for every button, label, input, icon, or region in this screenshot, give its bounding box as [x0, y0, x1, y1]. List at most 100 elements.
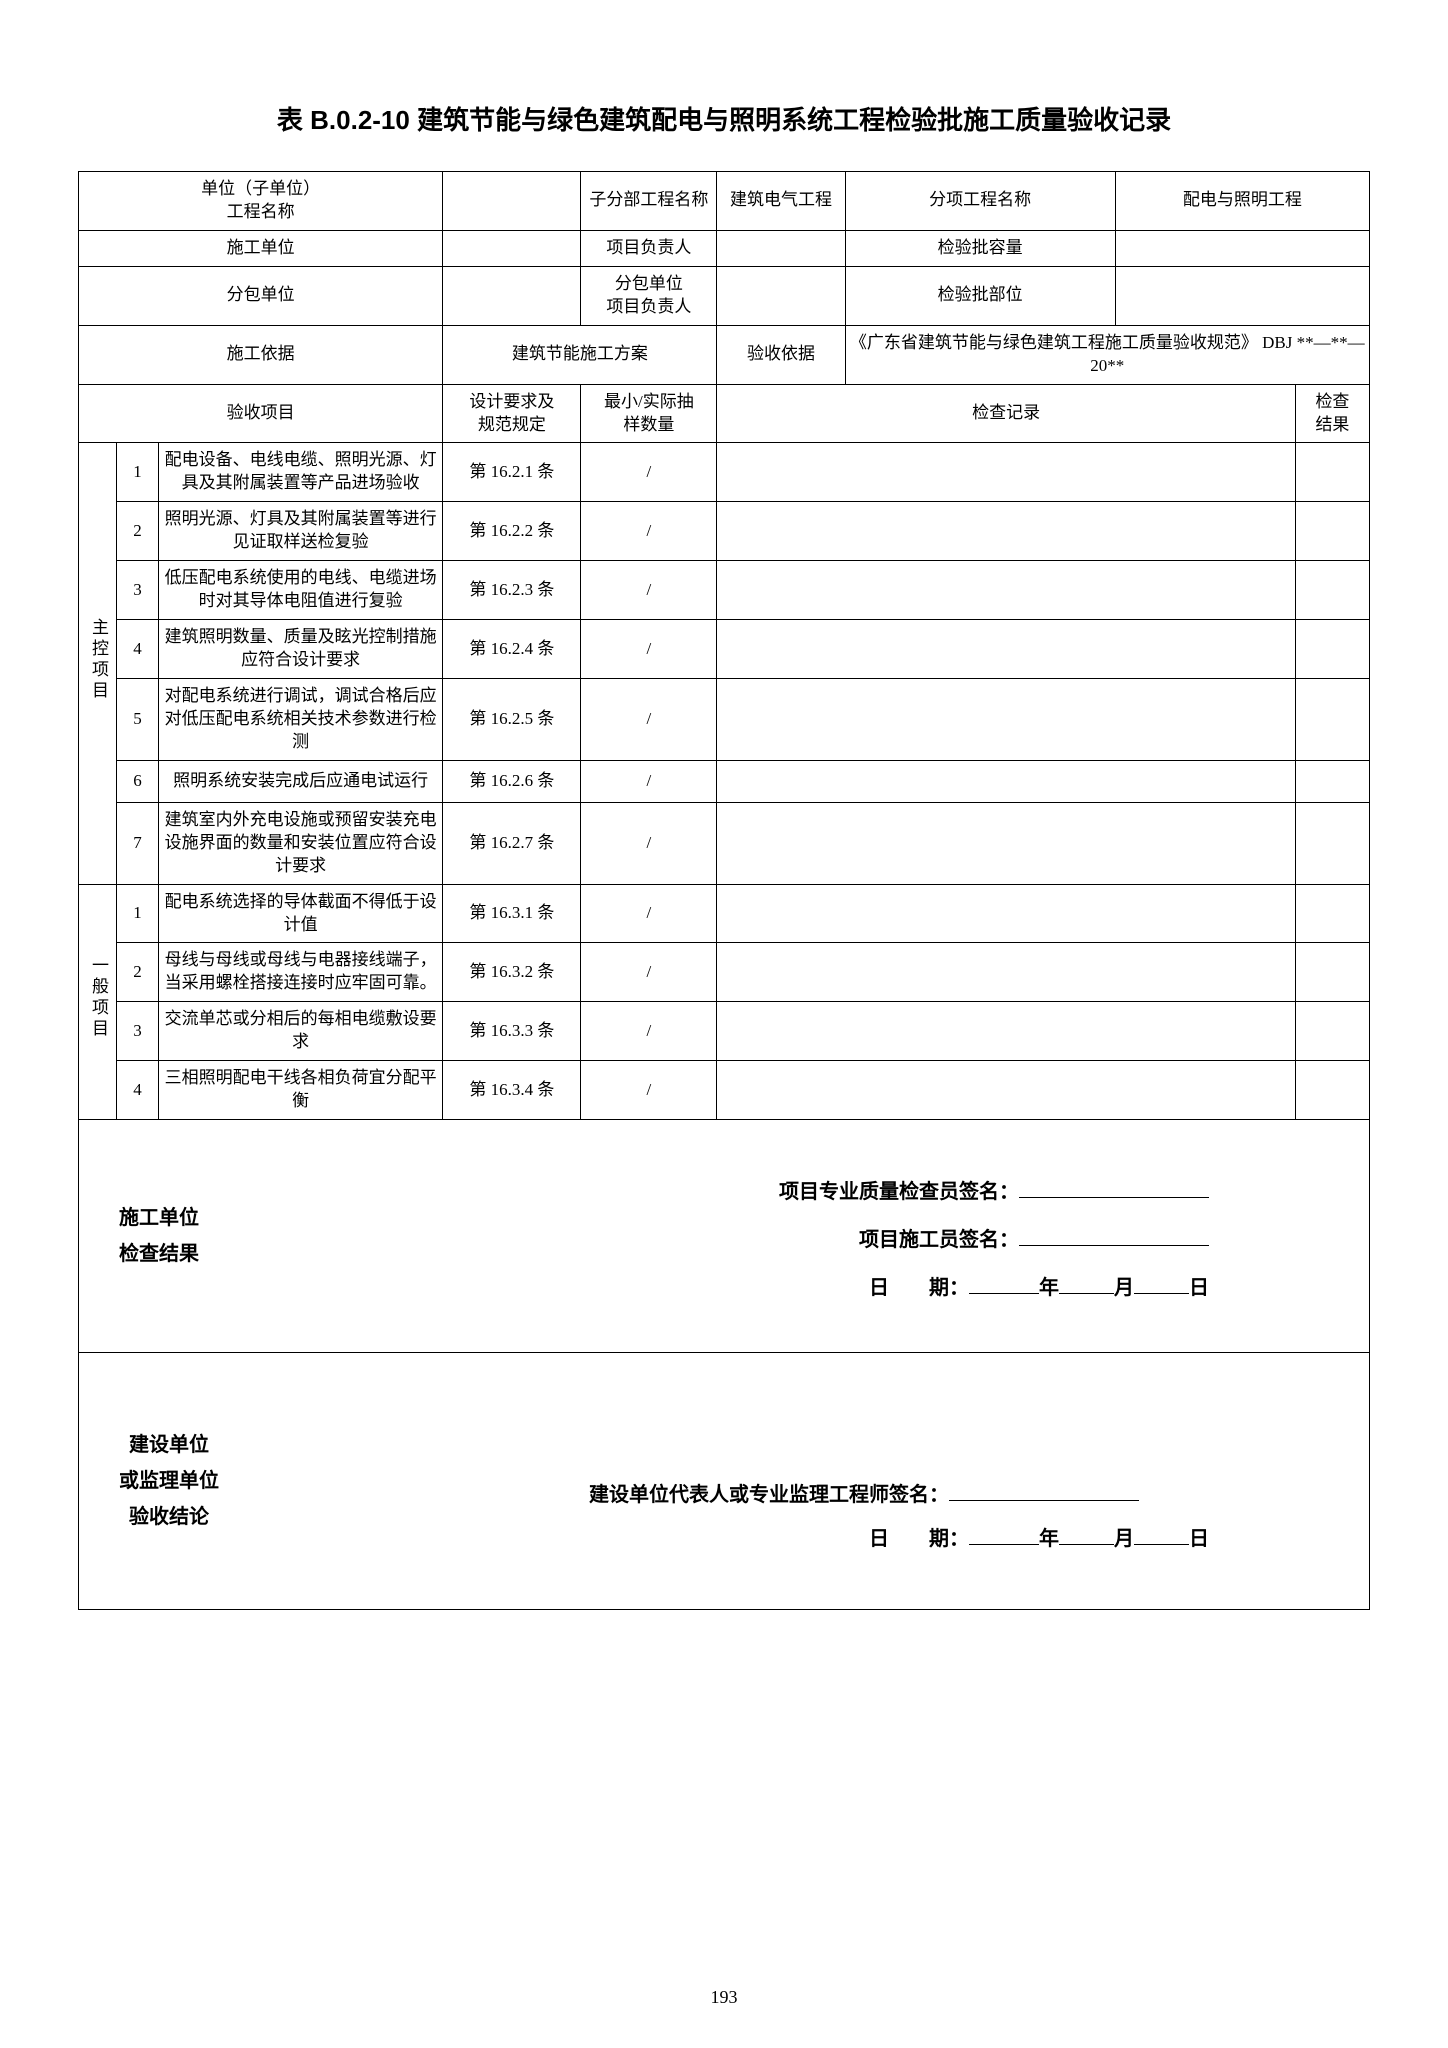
item-record — [717, 502, 1295, 561]
header-row-3: 分包单位 分包单位 项目负责人 检验批部位 — [79, 266, 1370, 325]
month-line — [1059, 1544, 1114, 1545]
item-sample: / — [581, 620, 717, 679]
item-ref: 第 16.2.4 条 — [443, 620, 581, 679]
general-item-row: 4 三相照明配电干线各相负荷宜分配平衡 第 16.3.4 条 / — [79, 1061, 1370, 1120]
item-no: 1 — [117, 884, 159, 943]
day-line — [1134, 1544, 1189, 1545]
construction-check-row: 施工单位 检查结果 项目专业质量检查员签名： 项目施工员签名： 日 期：年月日 — [79, 1120, 1370, 1353]
owner-signature-block: 建设单位 或监理单位 验收结论 建设单位代表人或专业监理工程师签名： 日 期： 年… — [79, 1353, 1369, 1609]
col-check-record: 检查记录 — [717, 384, 1295, 443]
item-result — [1295, 802, 1369, 884]
item-result — [1295, 760, 1369, 802]
item-record — [717, 1061, 1295, 1120]
item-desc: 照明系统安装完成后应通电试运行 — [159, 760, 443, 802]
subcontractor-label: 分包单位 — [79, 266, 443, 325]
main-item-row: 6 照明系统安装完成后应通电试运行 第 16.2.6 条 / — [79, 760, 1370, 802]
item-record — [717, 678, 1295, 760]
item-record — [717, 943, 1295, 1002]
constructor-label: 项目施工员签名： — [859, 1229, 1019, 1251]
item-result — [1295, 502, 1369, 561]
item-ref: 第 16.2.6 条 — [443, 760, 581, 802]
item-ref: 第 16.2.1 条 — [443, 443, 581, 502]
page-number: 193 — [0, 1987, 1448, 2008]
general-group-label: 一般项目 — [79, 884, 117, 1120]
item-no: 7 — [117, 802, 159, 884]
batch-capacity-label: 检验批容量 — [845, 230, 1115, 266]
item-record — [717, 620, 1295, 679]
acceptance-basis-value: 《广东省建筑节能与绿色建筑工程施工质量验收规范》 DBJ **—**—20** — [845, 325, 1369, 384]
item-sample: / — [581, 502, 717, 561]
owner-conclusion-row: 建设单位 或监理单位 验收结论 建设单位代表人或专业监理工程师签名： 日 期： 年… — [79, 1353, 1370, 1610]
item-project-label: 分项工程名称 — [845, 172, 1115, 231]
item-sample: / — [581, 1061, 717, 1120]
subcontractor-leader-label: 分包单位 项目负责人 — [581, 266, 717, 325]
item-record — [717, 760, 1295, 802]
inspection-table: 单位（子单位） 工程名称 子分部工程名称 建筑电气工程 分项工程名称 配电与照明… — [78, 171, 1370, 1610]
item-sample: / — [581, 561, 717, 620]
item-ref: 第 16.3.3 条 — [443, 1002, 581, 1061]
project-leader-value — [717, 230, 845, 266]
month-line — [1059, 1293, 1114, 1294]
year-line — [969, 1293, 1039, 1294]
main-item-row: 5 对配电系统进行调试，调试合格后应对低压配电系统相关技术参数进行检测 第 16… — [79, 678, 1370, 760]
item-record — [717, 443, 1295, 502]
batch-location-label: 检验批部位 — [845, 266, 1115, 325]
item-sample: / — [581, 760, 717, 802]
year-label: 年 — [1039, 1528, 1059, 1550]
header-row-1: 单位（子单位） 工程名称 子分部工程名称 建筑电气工程 分项工程名称 配电与照明… — [79, 172, 1370, 231]
item-project-value: 配电与照明工程 — [1115, 172, 1369, 231]
item-no: 2 — [117, 943, 159, 1002]
item-desc: 交流单芯或分相后的每相电缆敷设要求 — [159, 1002, 443, 1061]
batch-location-value — [1115, 266, 1369, 325]
date-label: 日 期： — [869, 1528, 969, 1550]
item-desc: 配电系统选择的导体截面不得低于设计值 — [159, 884, 443, 943]
item-desc: 低压配电系统使用的电线、电缆进场时对其导体电阻值进行复验 — [159, 561, 443, 620]
item-desc: 照明光源、灯具及其附属装置等进行见证取样送检复验 — [159, 502, 443, 561]
item-desc: 建筑照明数量、质量及眩光控制措施应符合设计要求 — [159, 620, 443, 679]
signature-line — [1019, 1197, 1209, 1198]
column-header-row: 验收项目 设计要求及 规范规定 最小/实际抽 样数量 检查记录 检查 结果 — [79, 384, 1370, 443]
quality-inspector-label: 项目专业质量检查员签名： — [779, 1181, 1019, 1203]
item-ref: 第 16.3.4 条 — [443, 1061, 581, 1120]
item-result — [1295, 884, 1369, 943]
unit-name-label: 单位（子单位） 工程名称 — [79, 172, 443, 231]
item-record — [717, 1002, 1295, 1061]
item-sample: / — [581, 1002, 717, 1061]
item-no: 4 — [117, 1061, 159, 1120]
month-label: 月 — [1114, 1277, 1134, 1299]
item-ref: 第 16.2.7 条 — [443, 802, 581, 884]
main-item-row: 3 低压配电系统使用的电线、电缆进场时对其导体电阻值进行复验 第 16.2.3 … — [79, 561, 1370, 620]
item-record — [717, 561, 1295, 620]
acceptance-basis-label: 验收依据 — [717, 325, 845, 384]
item-no: 6 — [117, 760, 159, 802]
owner-rep-label: 建设单位代表人或专业监理工程师签名： — [589, 1484, 949, 1506]
item-result — [1295, 943, 1369, 1002]
item-no: 5 — [117, 678, 159, 760]
day-label: 日 — [1189, 1528, 1209, 1550]
sub-div-value: 建筑电气工程 — [717, 172, 845, 231]
main-item-row: 7 建筑室内外充电设施或预留安装充电设施界面的数量和安装位置应符合设计要求 第 … — [79, 802, 1370, 884]
general-item-row: 2 母线与母线或母线与电器接线端子，当采用螺栓搭接连接时应牢固可靠。 第 16.… — [79, 943, 1370, 1002]
day-label: 日 — [1189, 1277, 1209, 1299]
col-check-result: 检查 结果 — [1295, 384, 1369, 443]
owner-conclusion-label: 建设单位 或监理单位 验收结论 — [119, 1427, 219, 1535]
col-min-sample: 最小/实际抽 样数量 — [581, 384, 717, 443]
item-sample: / — [581, 884, 717, 943]
construction-check-label: 施工单位 检查结果 — [119, 1200, 199, 1272]
col-design-req: 设计要求及 规范规定 — [443, 384, 581, 443]
header-row-4: 施工依据 建筑节能施工方案 验收依据 《广东省建筑节能与绿色建筑工程施工质量验收… — [79, 325, 1370, 384]
item-sample: / — [581, 678, 717, 760]
item-result — [1295, 678, 1369, 760]
item-sample: / — [581, 802, 717, 884]
item-ref: 第 16.3.2 条 — [443, 943, 581, 1002]
item-no: 3 — [117, 1002, 159, 1061]
document-title: 表 B.0.2-10 建筑节能与绿色建筑配电与照明系统工程检验批施工质量验收记录 — [78, 100, 1370, 137]
construction-basis-value: 建筑节能施工方案 — [443, 325, 717, 384]
item-ref: 第 16.3.1 条 — [443, 884, 581, 943]
item-desc: 配电设备、电线电缆、照明光源、灯具及其附属装置等产品进场验收 — [159, 443, 443, 502]
main-item-row: 主控项目 1 配电设备、电线电缆、照明光源、灯具及其附属装置等产品进场验收 第 … — [79, 443, 1370, 502]
day-line — [1134, 1293, 1189, 1294]
construction-basis-label: 施工依据 — [79, 325, 443, 384]
item-record — [717, 802, 1295, 884]
col-acceptance-item: 验收项目 — [79, 384, 443, 443]
